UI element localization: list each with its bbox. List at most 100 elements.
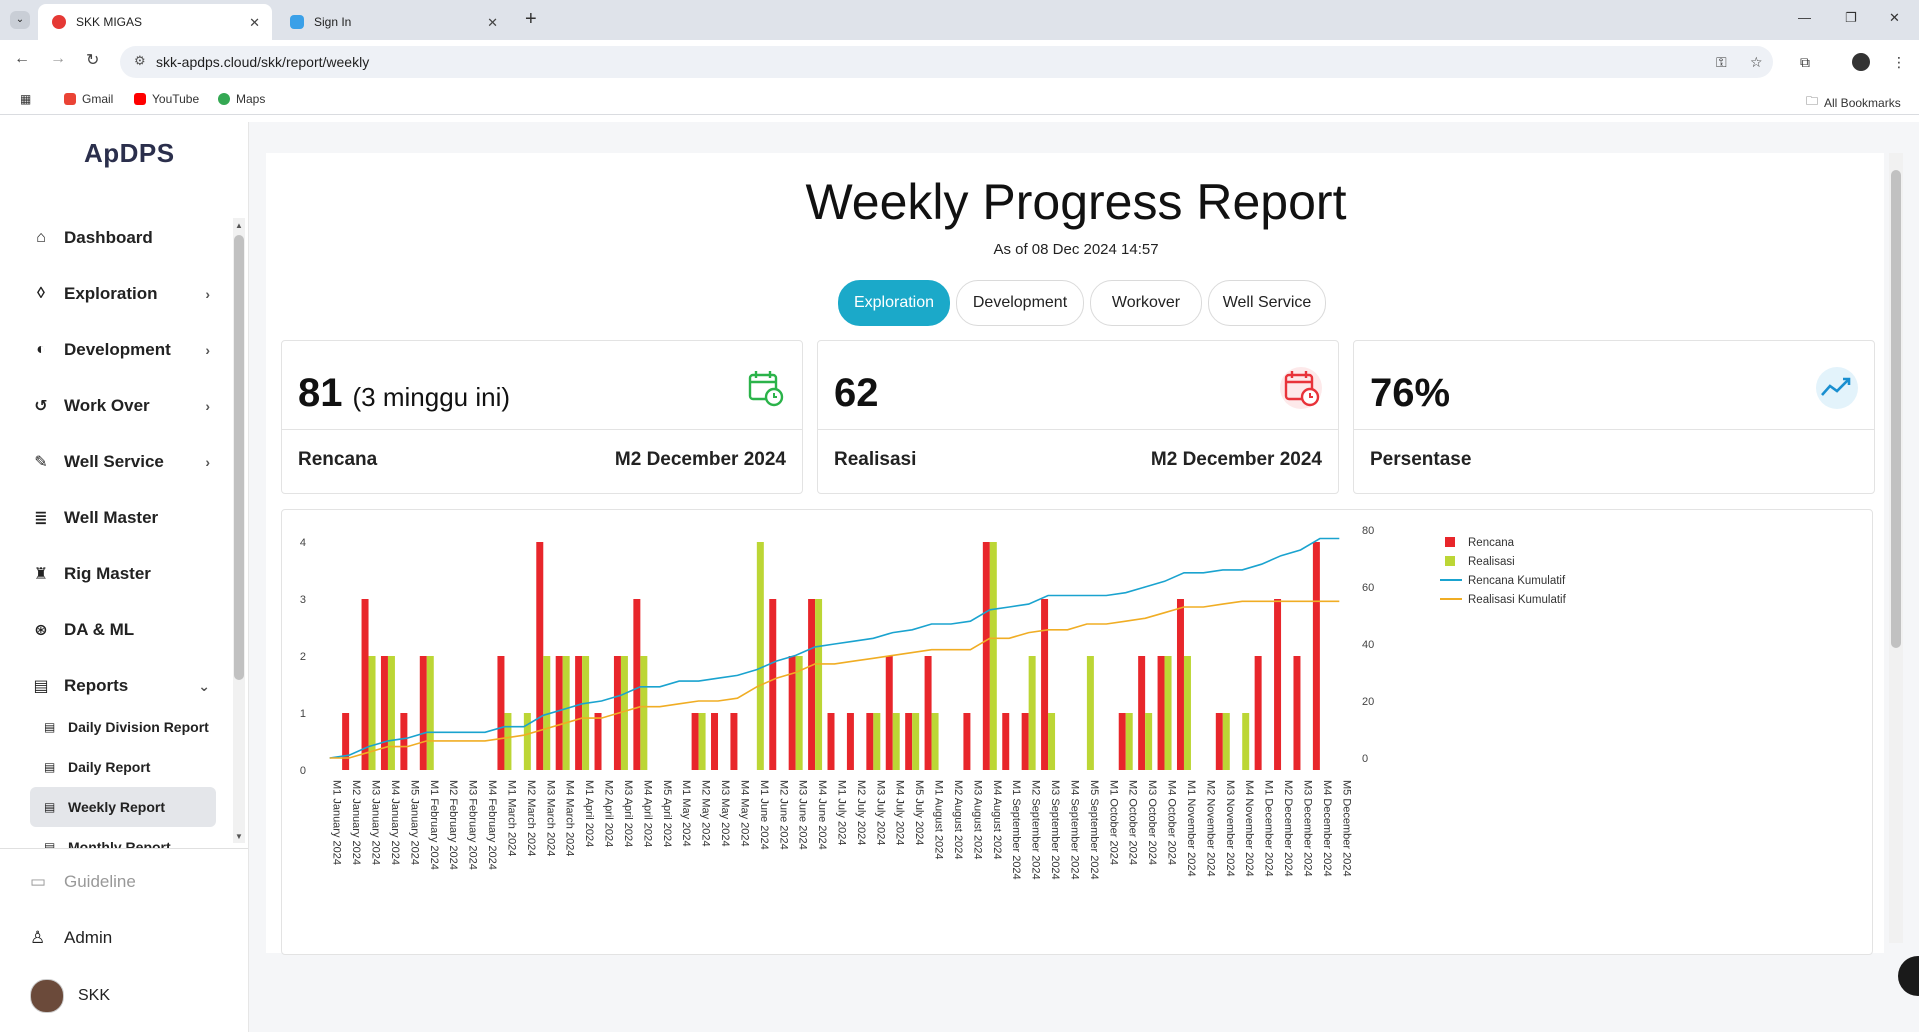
x-tick-label: M1 January 2024 xyxy=(331,780,343,865)
rencana-bar xyxy=(963,713,971,770)
bookmark-youtube[interactable]: YouTube xyxy=(134,92,199,106)
x-tick-label: M3 May 2024 xyxy=(719,780,731,847)
floating-action-button[interactable] xyxy=(1898,956,1919,996)
rencana-bar xyxy=(594,713,602,770)
persentase-card: 76% Persentase xyxy=(1353,340,1875,494)
persentase-value: 76% xyxy=(1370,371,1451,415)
realisasi-bar xyxy=(543,656,551,770)
forward-icon[interactable]: → xyxy=(50,50,66,67)
tab-exploration[interactable]: Exploration xyxy=(838,280,950,326)
tab-workover[interactable]: Workover xyxy=(1090,280,1202,326)
x-tick-label: M4 April 2024 xyxy=(641,780,653,847)
back-icon[interactable]: ← xyxy=(14,50,30,67)
browser-tab[interactable]: Sign In ✕ xyxy=(276,4,510,40)
sidebar-item-development[interactable]: ◐ Development › xyxy=(30,330,210,370)
sidebar-item-well-master[interactable]: ≣ Well Master xyxy=(30,498,210,538)
sidebar-subitem-daily-division-report[interactable]: ▤ Daily Division Report xyxy=(30,707,216,747)
x-tick-label: M3 March 2024 xyxy=(544,780,556,856)
tab-well-service[interactable]: Well Service xyxy=(1208,280,1326,326)
address-bar[interactable]: ⚙ skk-apdps.cloud/skk/report/weekly xyxy=(120,46,1773,78)
scroll-up-icon[interactable]: ▲ xyxy=(235,221,243,230)
extensions-icon[interactable]: ⧉ xyxy=(1800,54,1810,70)
bookmark-star-icon[interactable]: ☆ xyxy=(1750,54,1763,70)
scroll-down-icon[interactable]: ▼ xyxy=(235,832,243,841)
realisasi-card: 62 Realisasi M2 December 2024 xyxy=(817,340,1339,494)
restore-icon[interactable]: ❐ xyxy=(1845,10,1857,25)
realisasi-bar xyxy=(756,542,764,770)
x-tick-label: M4 June 2024 xyxy=(816,780,828,850)
rencana-bar xyxy=(1254,656,1262,770)
x-tick-label: M5 December 2024 xyxy=(1340,780,1352,877)
sidebar-item-reports[interactable]: ▤ Reports ⌄ xyxy=(30,666,210,706)
x-tick-label: M3 December 2024 xyxy=(1301,780,1313,877)
sidebar-item-exploration[interactable]: ◊ Exploration › xyxy=(30,274,210,314)
sidebar-item-da-ml[interactable]: ⊛ DA & ML xyxy=(30,610,210,650)
y-right-tick-label: 60 xyxy=(1362,582,1374,594)
card-divider xyxy=(818,429,1338,430)
clipboard-icon: ▤ xyxy=(44,800,56,814)
x-tick-label: M4 October 2024 xyxy=(1166,780,1178,865)
new-tab-icon[interactable]: + xyxy=(525,8,537,30)
main-scrollbar-thumb[interactable] xyxy=(1891,170,1901,648)
y-right-tick-label: 40 xyxy=(1362,639,1374,651)
sidebar-item-rig-master[interactable]: ♜ Rig Master xyxy=(30,554,210,594)
rencana-bar xyxy=(730,713,738,770)
x-tick-label: M4 November 2024 xyxy=(1243,780,1255,877)
user-profile[interactable]: SKK xyxy=(30,979,110,1013)
reload-icon[interactable]: ↻ xyxy=(86,52,100,69)
persentase-label: Persentase xyxy=(1370,449,1472,470)
category-tabs: Exploration Development Workover Well Se… xyxy=(266,280,1886,326)
apps-grid-icon[interactable]: ▦ xyxy=(20,92,32,106)
rencana-bar xyxy=(827,713,835,770)
sidebar-item-work-over[interactable]: ↺ Work Over › xyxy=(30,386,210,426)
realisasi-bar xyxy=(426,656,434,770)
tab-development[interactable]: Development xyxy=(956,280,1084,326)
sidebar-subitem-monthly-report[interactable]: ▤ Monthly Report xyxy=(30,827,216,848)
profile-icon[interactable] xyxy=(1852,53,1870,71)
legend-label: Rencana xyxy=(1468,537,1515,549)
close-tab-icon[interactable]: ✕ xyxy=(487,15,498,30)
realisasi-bar xyxy=(815,599,823,770)
rencana-value: 81 xyxy=(298,371,343,415)
bookmark-maps[interactable]: Maps xyxy=(218,92,265,106)
clipboard-icon: ▤ xyxy=(44,760,56,774)
tab-search-icon[interactable]: ⌄ xyxy=(10,11,30,29)
rencana-bar xyxy=(1312,542,1320,770)
x-tick-label: M2 February 2024 xyxy=(447,780,459,870)
minimize-icon[interactable]: — xyxy=(1798,10,1811,25)
x-tick-label: M2 April 2024 xyxy=(603,780,615,847)
sidebar-item-label: Rig Master xyxy=(64,564,151,583)
window-close-icon[interactable]: ✕ xyxy=(1889,10,1900,25)
x-tick-label: M1 October 2024 xyxy=(1107,780,1119,865)
x-tick-label: M4 December 2024 xyxy=(1321,780,1333,877)
browser-tab-active[interactable]: SKK MIGAS ✕ xyxy=(38,4,272,40)
app-logo[interactable]: ApDPS xyxy=(84,138,175,168)
rencana-kumulatif-line xyxy=(329,537,1340,759)
realisasi-bar xyxy=(523,713,531,770)
legend-swatch xyxy=(1445,556,1455,566)
sidebar-item-dashboard[interactable]: ⌂ Dashboard xyxy=(30,218,210,258)
sidebar-item-admin[interactable]: ♙ Admin xyxy=(30,928,112,948)
rencana-bar xyxy=(788,656,796,770)
menu-kebab-icon[interactable]: ⋮ xyxy=(1892,54,1906,70)
chevron-right-icon: › xyxy=(205,454,210,470)
sidebar-subitem-daily-report[interactable]: ▤ Daily Report xyxy=(30,747,216,787)
x-tick-label: M2 November 2024 xyxy=(1204,780,1216,877)
bookmark-gmail[interactable]: Gmail xyxy=(64,92,113,106)
site-info-icon[interactable]: ⚙ xyxy=(134,53,146,68)
y-left-tick-label: 0 xyxy=(300,765,306,777)
rencana-period: M2 December 2024 xyxy=(614,449,786,470)
rencana-bar xyxy=(1118,713,1126,770)
close-tab-icon[interactable]: ✕ xyxy=(249,15,260,30)
all-bookmarks[interactable]: 🗀 All Bookmarks xyxy=(1806,92,1901,113)
trend-up-icon xyxy=(1816,367,1858,409)
rencana-bar xyxy=(536,542,544,770)
sidebar-item-guideline[interactable]: ▭ Guideline xyxy=(30,872,136,892)
sidebar-item-well-service[interactable]: ✎ Well Service › xyxy=(30,442,210,482)
sidebar-scrollbar-thumb[interactable] xyxy=(234,235,244,680)
rencana-bar xyxy=(982,542,990,770)
legend-label: Realisasi xyxy=(1468,556,1515,568)
realisasi-bar xyxy=(795,656,803,770)
sidebar-subitem-weekly-report[interactable]: ▤ Weekly Report xyxy=(30,787,216,827)
password-key-icon[interactable]: ⚿ xyxy=(1716,54,1727,70)
